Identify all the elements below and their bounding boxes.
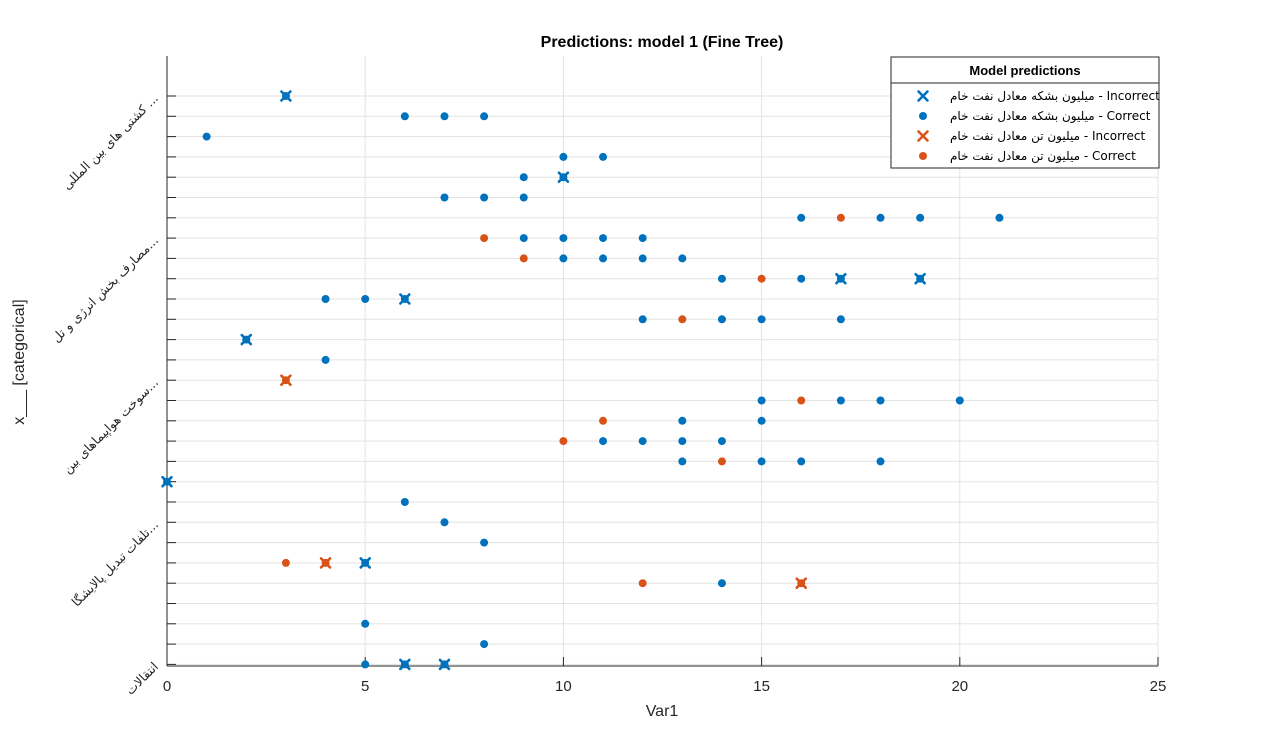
data-point-dot [916, 274, 925, 283]
data-point-dot [797, 579, 806, 588]
data-point-dot [281, 376, 290, 385]
data-point-dot [559, 234, 568, 243]
data-point-dot [400, 660, 409, 669]
data-points [161, 90, 1004, 671]
legend: Model predictions میلیون بشکه معادل نفت … [890, 56, 1160, 169]
data-point-dot [559, 254, 568, 263]
x-tick-label: 25 [1150, 678, 1167, 695]
data-point-dot [440, 518, 449, 527]
data-point-dot [638, 579, 647, 588]
data-point-dot [678, 315, 687, 324]
data-point-dot [678, 254, 687, 263]
data-point-dot [717, 579, 726, 588]
data-point-dot [836, 213, 845, 222]
data-point-dot [678, 416, 687, 425]
data-point-dot [519, 254, 528, 263]
data-point-dot [281, 92, 290, 100]
data-point-dot [717, 457, 726, 466]
data-point-dot [717, 274, 726, 283]
data-point-dot [321, 295, 330, 303]
data-point-dot [836, 396, 845, 405]
data-point-dot [876, 457, 885, 466]
data-point-dot [638, 254, 647, 263]
data-point-dot [717, 437, 726, 446]
data-point-dot [202, 132, 211, 141]
data-point-dot [400, 112, 409, 121]
x-tick-label: 15 [753, 678, 770, 695]
legend-marker [917, 130, 929, 142]
data-point-dot [400, 295, 409, 303]
data-point-dot [757, 315, 766, 324]
data-point-dot [163, 477, 171, 486]
data-point-dot [519, 234, 528, 243]
data-point-dot [400, 498, 409, 506]
data-point-dot [480, 640, 489, 649]
data-point-dot [321, 355, 330, 364]
data-point-dot [480, 193, 489, 202]
data-point-dot [480, 234, 489, 243]
data-point-dot [480, 538, 489, 547]
data-point-dot [242, 335, 251, 344]
data-point-dot [559, 173, 568, 182]
data-point-dot [361, 558, 370, 567]
data-point-dot [440, 193, 449, 202]
data-point-dot [836, 315, 845, 324]
data-point-dot [836, 274, 845, 283]
data-point-dot [440, 112, 449, 121]
x-tick-label: 5 [361, 678, 369, 695]
data-point-dot [361, 295, 370, 303]
data-point-dot [638, 315, 647, 324]
chart-title: Predictions: model 1 (Fine Tree) [541, 34, 784, 51]
data-point-dot [321, 558, 330, 567]
x-tick-label: 10 [555, 678, 572, 695]
data-point-dot [281, 558, 290, 567]
data-point-dot [638, 234, 647, 243]
data-point-dot [519, 193, 528, 202]
legend-title: Model predictions [969, 63, 1080, 78]
data-point-dot [757, 396, 766, 405]
data-point-dot [599, 254, 608, 263]
legend-entry-label: میلیون تن معادل نفت خام - Correct [950, 149, 1136, 164]
data-point-dot [876, 213, 885, 222]
data-point-dot [678, 437, 687, 446]
data-point-dot [955, 396, 964, 405]
data-point-dot [757, 416, 766, 425]
legend-entry-label: میلیون بشکه معادل نفت خام - Incorrect [950, 89, 1160, 104]
x-axis-label: Var1 [646, 703, 679, 720]
legend-marker [917, 90, 929, 102]
data-point-dot [717, 315, 726, 324]
legend-entry-label: میلیون تن معادل نفت خام - Incorrect [950, 129, 1145, 144]
data-point-dot [559, 437, 568, 446]
data-point-dot [757, 274, 766, 283]
legend-marker [919, 112, 927, 120]
data-point-dot [480, 112, 489, 121]
data-point-dot [797, 396, 806, 405]
data-point-dot [599, 437, 608, 446]
legend-marker [919, 152, 927, 160]
data-point-dot [797, 457, 806, 466]
data-point-dot [678, 457, 687, 466]
data-point-dot [995, 213, 1004, 222]
legend-entry-label: میلیون بشکه معادل نفت خام - Correct [950, 109, 1151, 124]
data-point-dot [559, 152, 568, 161]
data-point-dot [361, 660, 370, 669]
data-point-dot [440, 660, 449, 669]
data-point-dot [599, 234, 608, 243]
data-point-dot [797, 274, 806, 283]
data-point-dot [757, 457, 766, 466]
data-point-dot [876, 396, 885, 405]
y-axis-label: x___ [categorical] [11, 299, 28, 424]
x-tick-label: 0 [163, 678, 171, 695]
data-point-dot [638, 437, 647, 446]
data-point-dot [797, 213, 806, 222]
data-point-dot [599, 152, 608, 161]
x-tick-label: 20 [951, 678, 968, 695]
data-point-dot [599, 416, 608, 425]
data-point-dot [916, 213, 925, 222]
data-point-dot [519, 173, 528, 182]
legend-box [890, 56, 1160, 169]
data-point-dot [361, 619, 370, 628]
